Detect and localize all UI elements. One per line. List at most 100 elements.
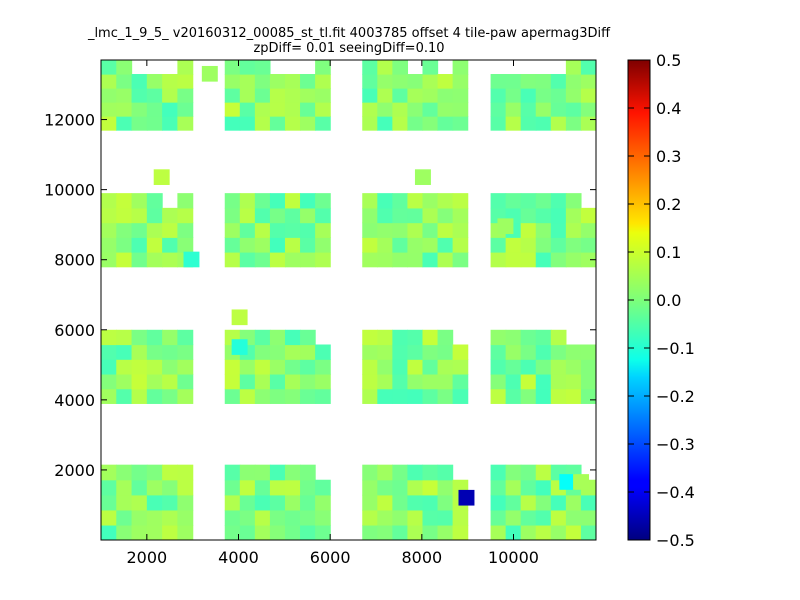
heatmap-cell [565,388,582,404]
heatmap-cell [520,102,537,117]
heatmap-cell [300,102,316,117]
heatmap-cell [284,102,301,117]
heatmap-cell [377,479,393,496]
heatmap-cell [146,222,163,238]
heatmap-cell [535,237,552,253]
heatmap-cell [254,88,271,103]
heatmap-cell [315,359,331,375]
heatmap-cell [565,74,582,89]
x-axis: 2000 4000 6000 8000 10000 [126,60,539,567]
heatmap-cell [116,207,133,224]
heatmap-cell [505,479,522,496]
heatmap-cell [422,464,439,481]
heatmap-cell [284,359,301,375]
heatmap-cell [452,74,469,89]
heatmap-cell [300,464,316,481]
heatmap-cell [131,359,148,375]
heatmap-cell [392,373,409,390]
heatmap-cell [146,524,163,540]
heatmap-cell [452,359,469,375]
heatmap-cell [146,464,163,481]
heatmap-cell [377,74,393,89]
heatmap-cell [284,373,301,390]
heatmap-cell [177,329,194,346]
heatmap-cell [177,193,194,209]
heatmap-cell [101,388,117,404]
heatmap-cell [101,74,117,89]
heatmap-cells [101,60,596,540]
heatmap-cell [300,494,316,511]
heatmap-cell [422,388,439,404]
heatmap-cell [177,373,194,390]
heatmap-cell [269,359,286,375]
heatmap-cell [580,116,596,131]
heatmap-cell [224,524,241,540]
heatmap-cell [146,344,163,360]
heatmap-cell [422,193,439,209]
heatmap-cell [580,509,596,526]
heatmap-cell [407,193,424,209]
heatmap-cell [162,464,178,481]
heatmap-cell [392,329,409,346]
heatmap-cell [505,359,522,375]
heatmap-cell [162,207,178,224]
heatmap-cell [224,388,241,404]
heatmap-cell [550,237,567,253]
heatmap-cell [239,116,256,131]
heatmap-cell [422,509,439,526]
heatmap-cell [239,60,256,75]
heatmap-cell [520,524,537,540]
heatmap-cell [520,388,537,404]
heatmap-cell [550,388,567,404]
heatmap-cell [101,252,117,268]
heatmap-cell [377,464,393,481]
heatmap-cell [437,464,454,481]
heatmap-cell [239,359,256,375]
heatmap-cell [254,524,271,540]
heatmap-cell [550,494,567,511]
heatmap-cell [315,252,331,268]
heatmap-cell [580,74,596,89]
heatmap-cell [224,359,241,375]
heatmap-cell [362,344,378,360]
heatmap-cell [162,102,178,117]
heatmap-cell [535,388,552,404]
heatmap-cell [505,373,522,390]
heatmap-cell [254,329,271,346]
heatmap-cell [550,344,567,360]
heatmap-cell [315,479,331,496]
heatmap-cell [116,193,133,209]
heatmap-cell [535,524,552,540]
heatmap-cell [101,494,117,511]
heatmap-cell [146,479,163,496]
heatmap-cell [565,344,582,360]
heatmap-cell [131,494,148,511]
heatmap-cell [269,344,286,360]
heatmap-cell [422,494,439,511]
heatmap-cell [392,207,409,224]
heatmap-cell [116,329,133,346]
heatmap-cell [177,359,194,375]
heatmap-cell [101,60,117,75]
heatmap-cell [580,494,596,511]
heatmap-cell [407,344,424,360]
heatmap-cell [177,464,194,481]
heatmap-cell [224,102,241,117]
heatmap-cell [116,344,133,360]
heatmap-cell [239,193,256,209]
heatmap-cell [580,359,596,375]
heatmap-cell [284,329,301,346]
heatmap-cell [377,222,393,238]
heatmap-cell [580,207,596,224]
heatmap-cell [116,237,133,253]
heatmap-cell [490,102,507,117]
heatmap-cell [362,102,378,117]
heatmap-cell [407,207,424,224]
heatmap-cell [177,388,194,404]
heatmap-cell [550,116,567,131]
heatmap-cell [315,88,331,103]
heatmap-cell [146,74,163,89]
heatmap-cell [315,373,331,390]
heatmap-cell [535,464,552,481]
